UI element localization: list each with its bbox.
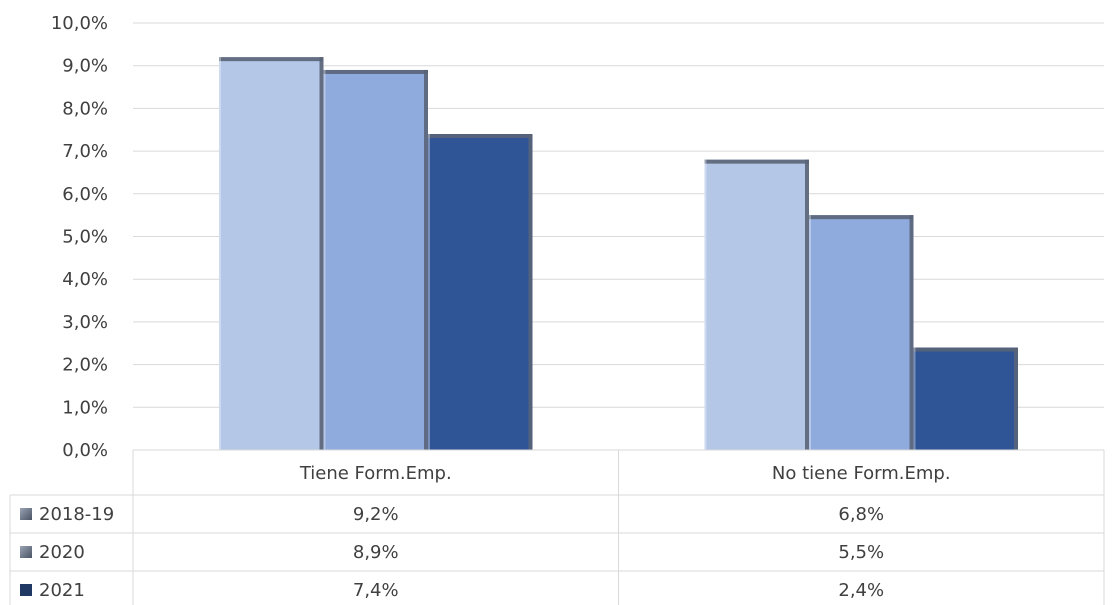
bar-left-highlight	[428, 134, 430, 450]
data-label: 6,8%	[838, 504, 884, 525]
bar-top-edge	[913, 347, 1018, 352]
legend-key-2018-19	[20, 508, 32, 520]
bar-top-edge	[809, 215, 914, 220]
bar-2021-1	[913, 347, 1018, 450]
bar-top-edge	[428, 134, 533, 139]
legend-key-2021	[20, 584, 32, 596]
bar-fill	[219, 57, 324, 450]
y-tick-label: 10,0%	[51, 13, 108, 34]
y-tick-label: 0,0%	[62, 440, 108, 461]
bar-right-edge	[1014, 347, 1018, 450]
legend-key-2020	[20, 546, 32, 558]
bar-2018-19-0	[219, 57, 324, 450]
legend-label: 2021	[39, 580, 85, 601]
data-label: 8,9%	[353, 542, 399, 563]
bar-2020-0	[323, 69, 428, 450]
bar-fill	[428, 134, 533, 450]
bar-right-edge	[319, 57, 324, 450]
y-tick-label: 1,0%	[62, 397, 108, 418]
bar-left-highlight	[219, 57, 221, 450]
y-axis-tick-labels: 0,0% 1,0% 2,0% 3,0% 4,0% 5,0% 6,0% 7,0% 8,0% 9,0%…	[51, 13, 108, 461]
y-tick-label: 8,0%	[62, 98, 108, 119]
bars	[219, 57, 1018, 450]
y-tick-label: 9,0%	[62, 56, 108, 77]
y-tick-label: 5,0%	[62, 227, 108, 248]
data-label: 7,4%	[353, 580, 399, 601]
bar-left-highlight	[913, 347, 916, 450]
bar-right-edge	[909, 215, 914, 450]
data-label: 2,4%	[838, 580, 884, 601]
bar-2018-19-1	[704, 159, 809, 450]
bar-2021-0	[428, 134, 533, 450]
bar-right-edge	[805, 159, 809, 450]
data-label: 9,2%	[353, 504, 399, 525]
y-tick-label: 6,0%	[62, 184, 108, 205]
legend-label: 2018-19	[39, 504, 114, 525]
bar-left-highlight	[323, 69, 326, 450]
category-label: Tiene Form.Emp.	[299, 463, 452, 484]
bar-fill	[913, 347, 1018, 450]
y-tick-label: 3,0%	[62, 312, 108, 333]
y-tick-label: 7,0%	[62, 141, 108, 162]
bar-left-highlight	[704, 159, 707, 450]
bar-top-edge	[219, 57, 324, 62]
bar-left-highlight	[809, 215, 811, 450]
bar-top-edge	[323, 69, 428, 74]
bar-top-edge	[704, 159, 809, 164]
bar-right-edge	[424, 69, 428, 450]
category-label: No tiene Form.Emp.	[772, 463, 951, 484]
bar-fill	[323, 69, 428, 450]
y-tick-label: 4,0%	[62, 269, 108, 290]
legend-label: 2020	[39, 542, 85, 563]
bar-right-edge	[528, 134, 533, 450]
bar-fill	[809, 215, 914, 450]
bar-fill	[704, 159, 809, 450]
bar-2020-1	[809, 215, 914, 450]
y-tick-label: 2,0%	[62, 355, 108, 376]
data-label: 5,5%	[838, 542, 884, 563]
data-table: Tiene Form.Emp. No tiene Form.Emp. 2018-19…	[9, 449, 1105, 605]
